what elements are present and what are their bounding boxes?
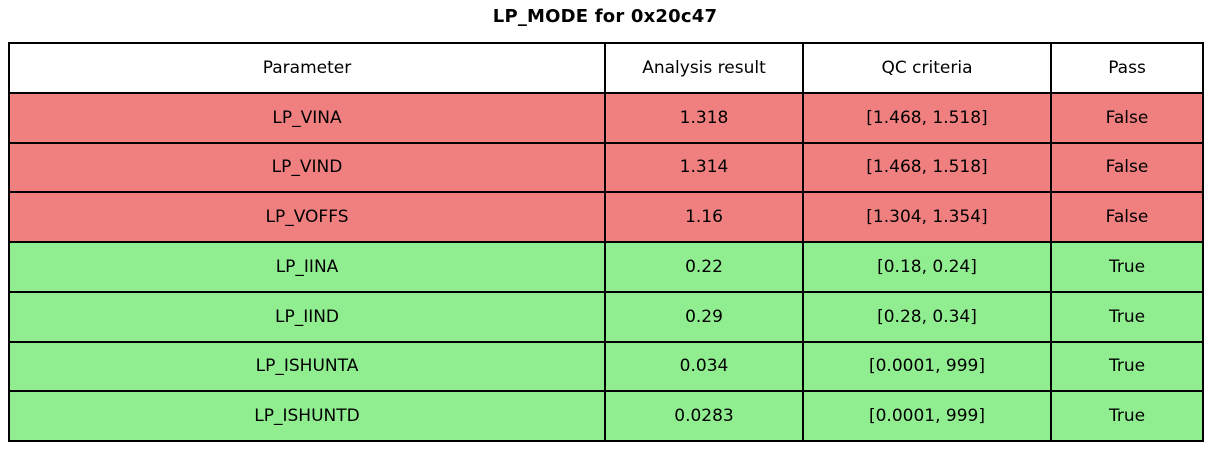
cell-pass: False (1050, 141, 1204, 194)
cell-parameter: LP_VIND (8, 141, 606, 194)
cell-pass: False (1050, 91, 1204, 144)
cell-qc-criteria: [0.28, 0.34] (802, 290, 1052, 343)
cell-qc-criteria: [0.0001, 999] (802, 390, 1052, 442)
cell-analysis-result: 1.314 (604, 141, 804, 194)
cell-pass: True (1050, 241, 1204, 293)
cell-analysis-result: 1.318 (604, 91, 804, 144)
column-header-qc-criteria: QC criteria (802, 42, 1052, 94)
cell-analysis-result: 0.22 (604, 241, 804, 293)
table-row: LP_ISHUNTD 0.0283 [0.0001, 999] True (8, 390, 1204, 442)
page-title: LP_MODE for 0x20c47 (492, 6, 718, 27)
cell-analysis-result: 0.29 (604, 290, 804, 343)
cell-pass: True (1050, 340, 1204, 393)
cell-qc-criteria: [0.0001, 999] (802, 340, 1052, 393)
cell-qc-criteria: [1.468, 1.518] (802, 141, 1052, 194)
table-row: LP_IINA 0.22 [0.18, 0.24] True (8, 241, 1204, 293)
cell-pass: False (1050, 191, 1204, 243)
cell-qc-criteria: [1.468, 1.518] (802, 91, 1052, 144)
column-header-parameter: Parameter (8, 42, 606, 94)
cell-parameter: LP_IINA (8, 241, 606, 293)
cell-parameter: LP_ISHUNTA (8, 340, 606, 393)
cell-parameter: LP_ISHUNTD (8, 390, 606, 442)
qc-results-table: Parameter Analysis result QC criteria Pa… (8, 42, 1204, 442)
table-row: LP_IIND 0.29 [0.28, 0.34] True (8, 290, 1204, 343)
table-row: LP_ISHUNTA 0.034 [0.0001, 999] True (8, 340, 1204, 393)
cell-analysis-result: 1.16 (604, 191, 804, 243)
table-row: LP_VINA 1.318 [1.468, 1.518] False (8, 91, 1204, 144)
cell-qc-criteria: [0.18, 0.24] (802, 241, 1052, 293)
cell-qc-criteria: [1.304, 1.354] (802, 191, 1052, 243)
cell-parameter: LP_VOFFS (8, 191, 606, 243)
cell-analysis-result: 0.034 (604, 340, 804, 393)
header-row: Parameter Analysis result QC criteria Pa… (8, 42, 1204, 94)
table-row: LP_VOFFS 1.16 [1.304, 1.354] False (8, 191, 1204, 243)
column-header-analysis-result: Analysis result (604, 42, 804, 94)
cell-analysis-result: 0.0283 (604, 390, 804, 442)
cell-pass: True (1050, 290, 1204, 343)
column-header-pass: Pass (1050, 42, 1204, 94)
cell-parameter: LP_VINA (8, 91, 606, 144)
cell-pass: True (1050, 390, 1204, 442)
table-row: LP_VIND 1.314 [1.468, 1.518] False (8, 141, 1204, 194)
cell-parameter: LP_IIND (8, 290, 606, 343)
